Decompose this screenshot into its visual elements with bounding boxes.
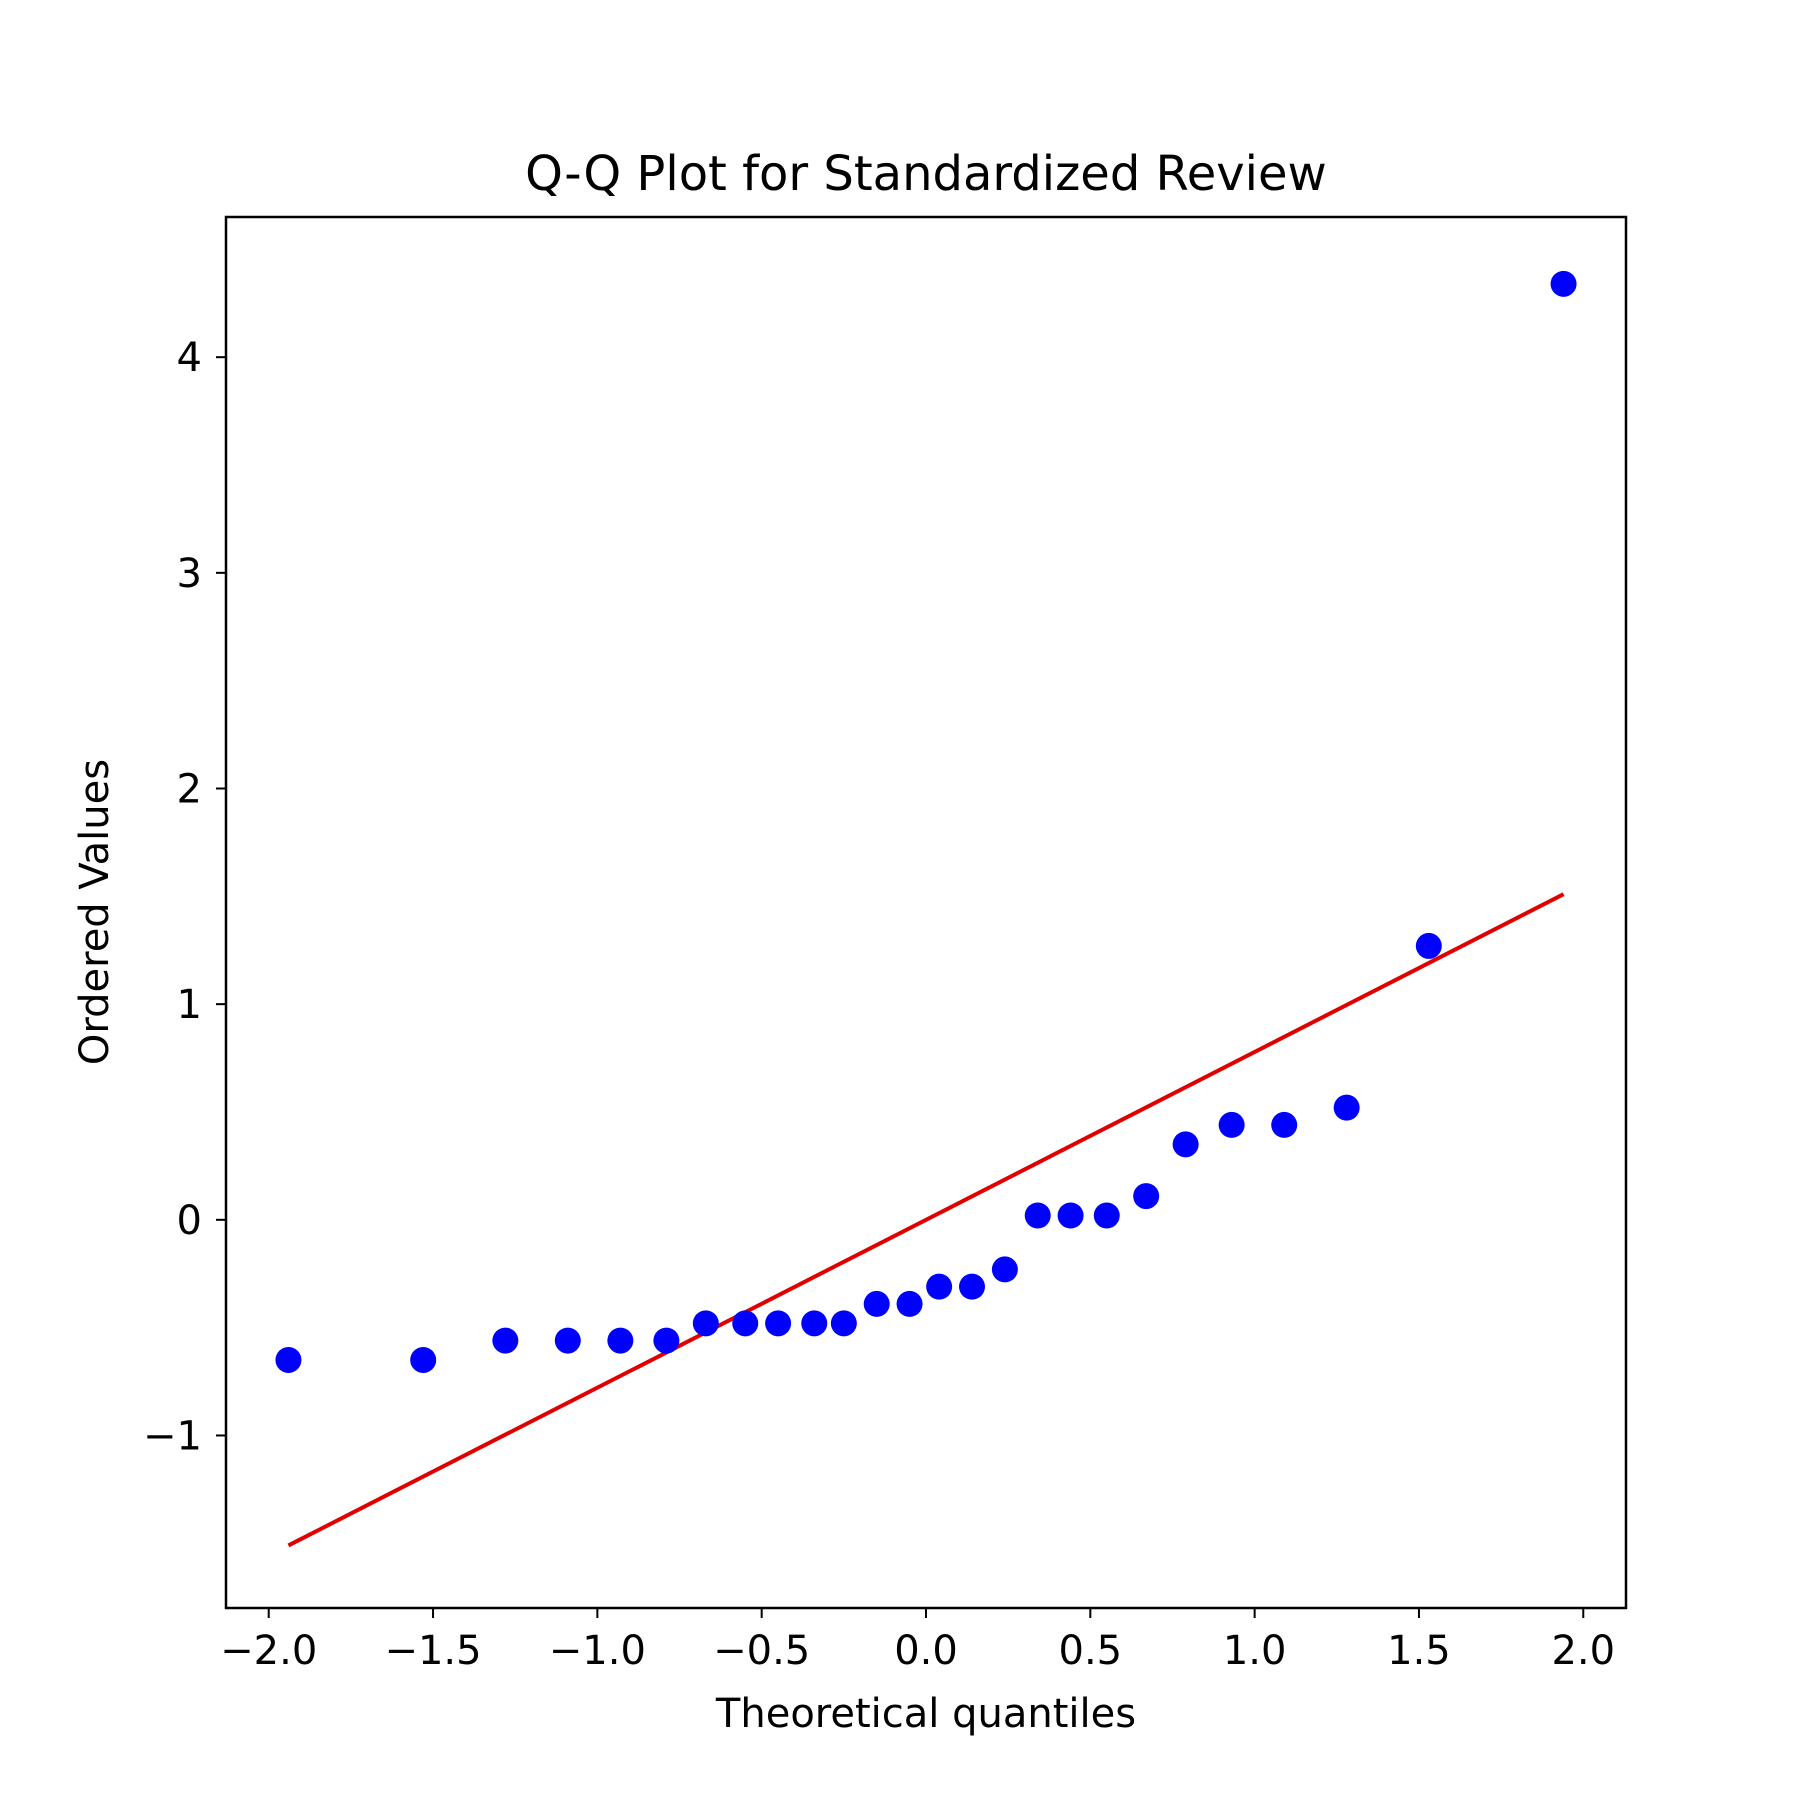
data-point (896, 1290, 923, 1317)
data-point (1333, 1094, 1360, 1121)
y-tick-label: 4 (177, 335, 202, 381)
data-point (1133, 1183, 1160, 1210)
x-tick-label: 2.0 (1551, 1628, 1615, 1674)
y-tick-label: 3 (177, 551, 202, 597)
y-tick-label: 0 (177, 1198, 202, 1244)
data-point (607, 1327, 634, 1354)
y-tick-label: 1 (177, 982, 202, 1028)
data-point (692, 1310, 719, 1337)
data-point (492, 1327, 519, 1354)
data-point (653, 1327, 680, 1354)
data-point (765, 1310, 792, 1337)
data-point (1415, 932, 1442, 959)
data-point (1024, 1202, 1051, 1229)
data-point (1057, 1202, 1084, 1229)
data-point (830, 1310, 857, 1337)
plot-area (275, 270, 1577, 1548)
x-axis-label: Theoretical quantiles (715, 1691, 1136, 1737)
fit-line (287, 892, 1565, 1548)
data-point (275, 1346, 302, 1373)
data-point (732, 1310, 759, 1337)
y-tick-label: 2 (177, 766, 202, 812)
chart-title: Q-Q Plot for Standardized Review (525, 146, 1327, 202)
y-tick-label: −1 (143, 1413, 202, 1459)
x-tick-label: −1.0 (549, 1628, 646, 1674)
x-axis-ticks: −2.0 −1.5 −1.0 −0.5 0.0 0.5 1.0 1.5 2.0 (220, 1608, 1615, 1674)
axes-frame (224, 215, 1628, 1610)
x-tick-label: 0.0 (894, 1628, 958, 1674)
data-point (991, 1256, 1018, 1283)
data-point (554, 1327, 581, 1354)
data-point (801, 1310, 828, 1337)
data-point (926, 1273, 953, 1300)
data-point (410, 1346, 437, 1373)
x-tick-label: 0.5 (1059, 1628, 1123, 1674)
data-point (959, 1273, 986, 1300)
data-point (863, 1290, 890, 1317)
x-tick-label: −1.5 (384, 1628, 481, 1674)
y-axis-ticks: −1 0 1 2 3 4 (143, 335, 226, 1459)
x-tick-label: −0.5 (713, 1628, 810, 1674)
data-point (1550, 270, 1577, 297)
data-point (1093, 1202, 1120, 1229)
data-point (1218, 1111, 1245, 1138)
data-point (1172, 1131, 1199, 1158)
data-point (1271, 1111, 1298, 1138)
y-axis-label: Ordered Values (72, 759, 118, 1065)
x-tick-label: −2.0 (220, 1628, 317, 1674)
x-tick-label: 1.5 (1387, 1628, 1451, 1674)
x-tick-label: 1.0 (1223, 1628, 1287, 1674)
